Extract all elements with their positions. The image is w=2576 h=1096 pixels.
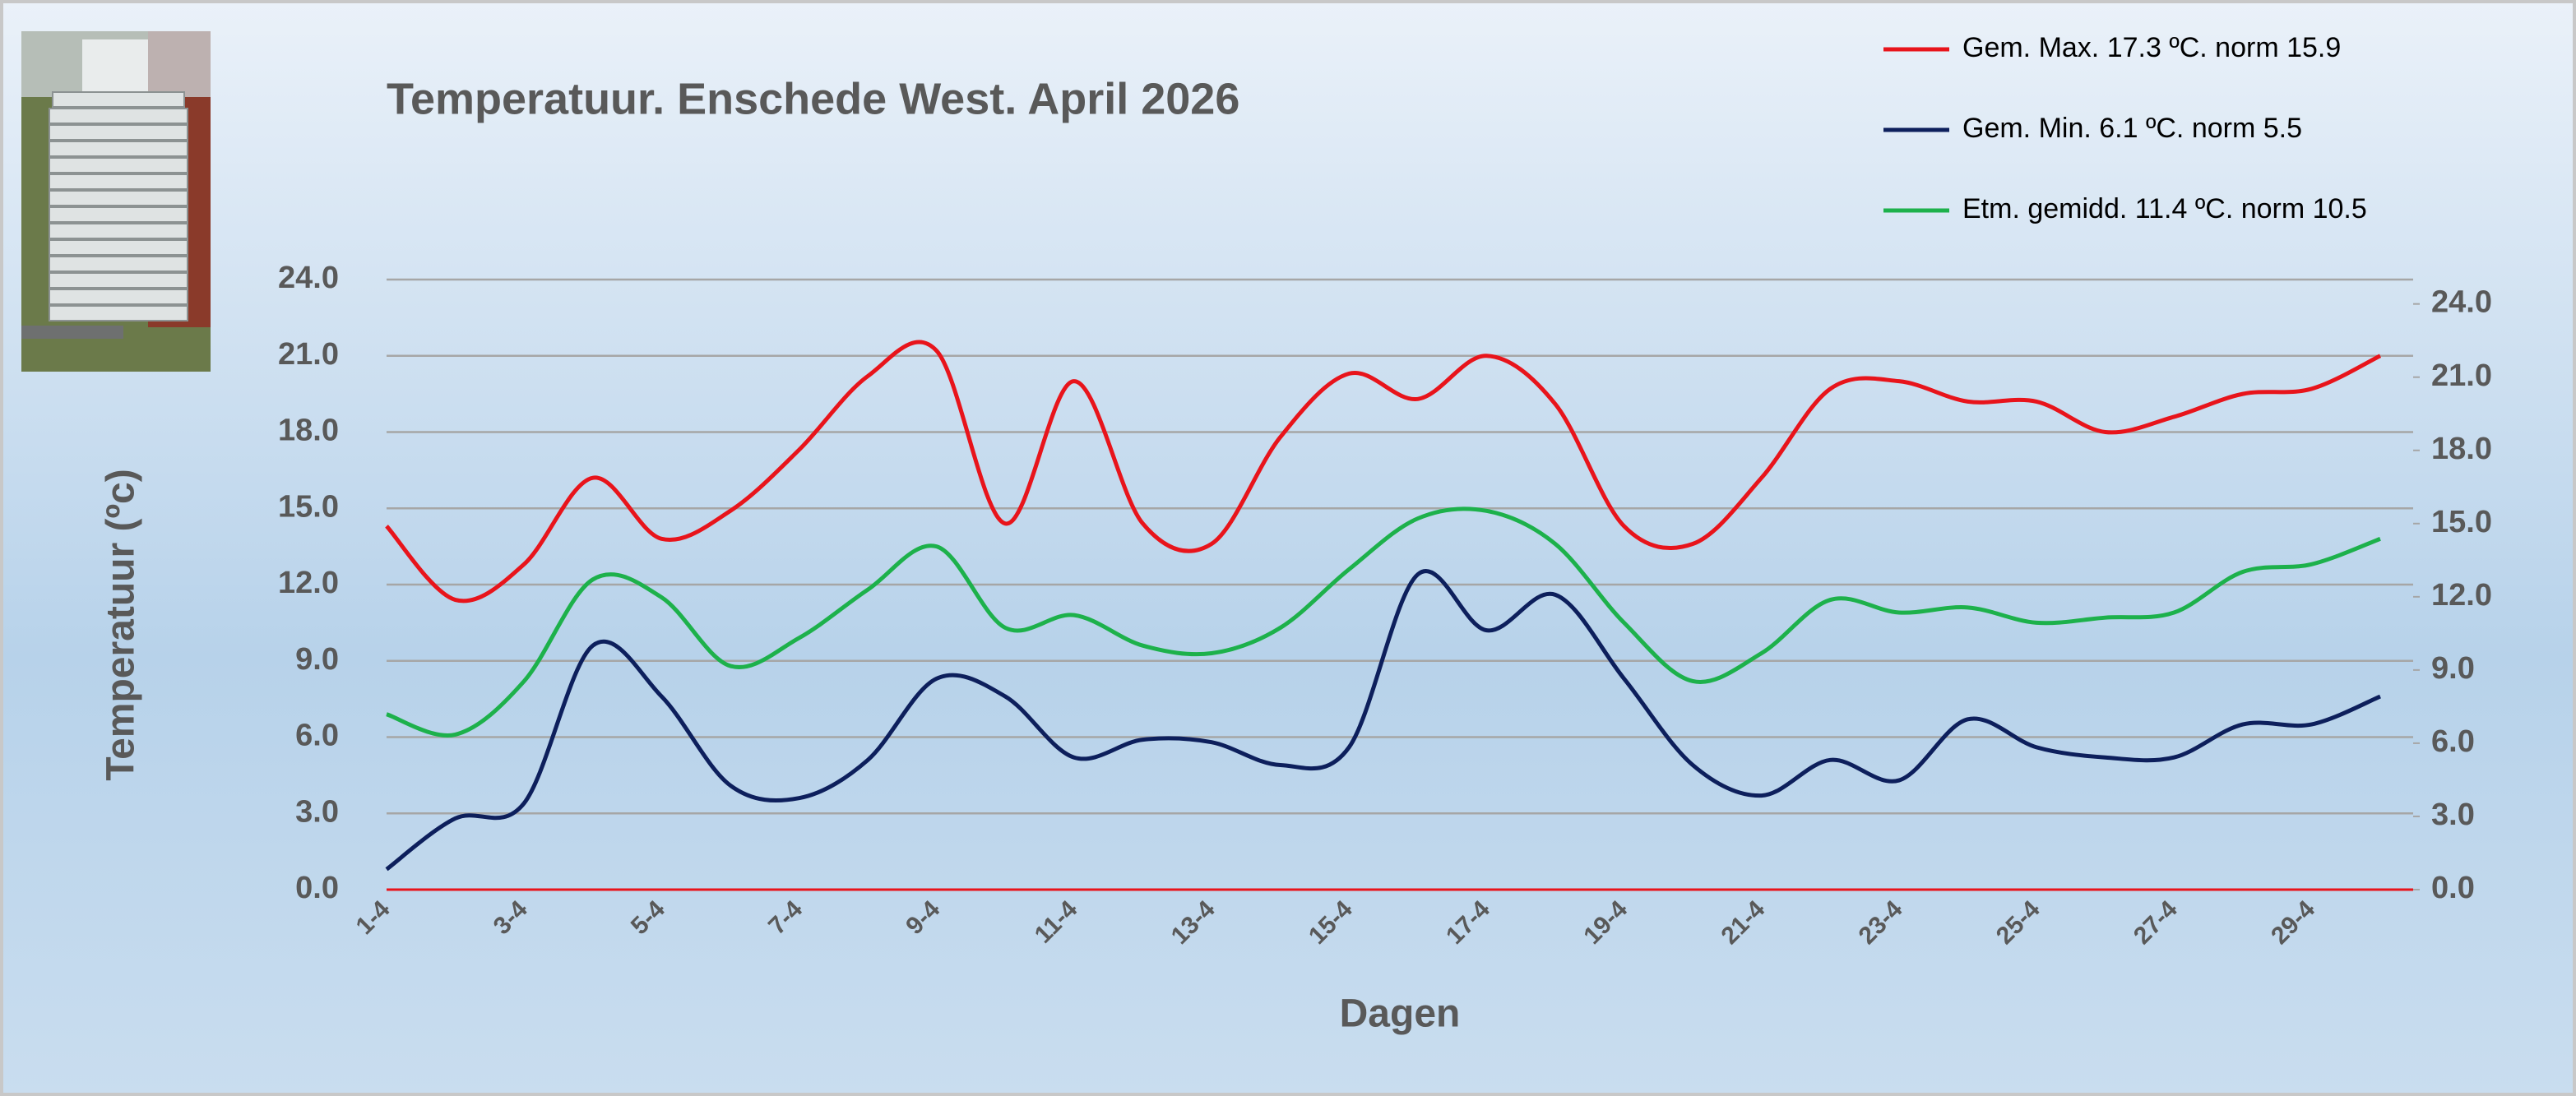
y-tick-label: 3.0 xyxy=(295,794,339,829)
y-tick-label: 6.0 xyxy=(295,719,339,753)
y-tick-label: 15.0 xyxy=(278,489,339,524)
y2-tick-label: 0.0 xyxy=(2431,871,2475,905)
y-tick-label: 18.0 xyxy=(278,414,339,448)
line-series xyxy=(385,340,2382,603)
y-tick-label: 0.0 xyxy=(295,871,339,905)
legend-label: Gem. Min. 6.1 ºC. norm 5.5 xyxy=(1962,113,2302,144)
photo xyxy=(21,31,211,372)
y2-tick-label: 18.0 xyxy=(2431,432,2492,466)
y2-tick-label: 15.0 xyxy=(2431,505,2492,539)
x-axis-title: Dagen xyxy=(1340,992,1461,1036)
y2-tick-label: 9.0 xyxy=(2431,651,2475,686)
y-tick-label: 24.0 xyxy=(278,261,339,295)
y2-tick-label: 6.0 xyxy=(2431,724,2475,759)
y-tick-label: 9.0 xyxy=(295,642,339,677)
y-axis-title: Temperatuur (ºc) xyxy=(100,469,143,780)
y-tick-label: 21.0 xyxy=(278,337,339,372)
y-tick-label: 12.0 xyxy=(278,566,339,600)
legend-label: Gem. Max. 17.3 ºC. norm 15.9 xyxy=(1962,32,2341,63)
line-series xyxy=(385,569,2381,872)
chart-title: Temperatuur. Enschede West. April 2026 xyxy=(387,74,1239,123)
legend-label: Etm. gemidd. 11.4 ºC. norm 10.5 xyxy=(1962,193,2367,224)
y2-tick-label: 12.0 xyxy=(2431,578,2492,613)
y2-tick-label: 21.0 xyxy=(2431,358,2492,393)
y2-tick-label: 3.0 xyxy=(2431,798,2475,832)
line-series xyxy=(386,506,2381,738)
y2-tick-label: 24.0 xyxy=(2431,285,2492,320)
